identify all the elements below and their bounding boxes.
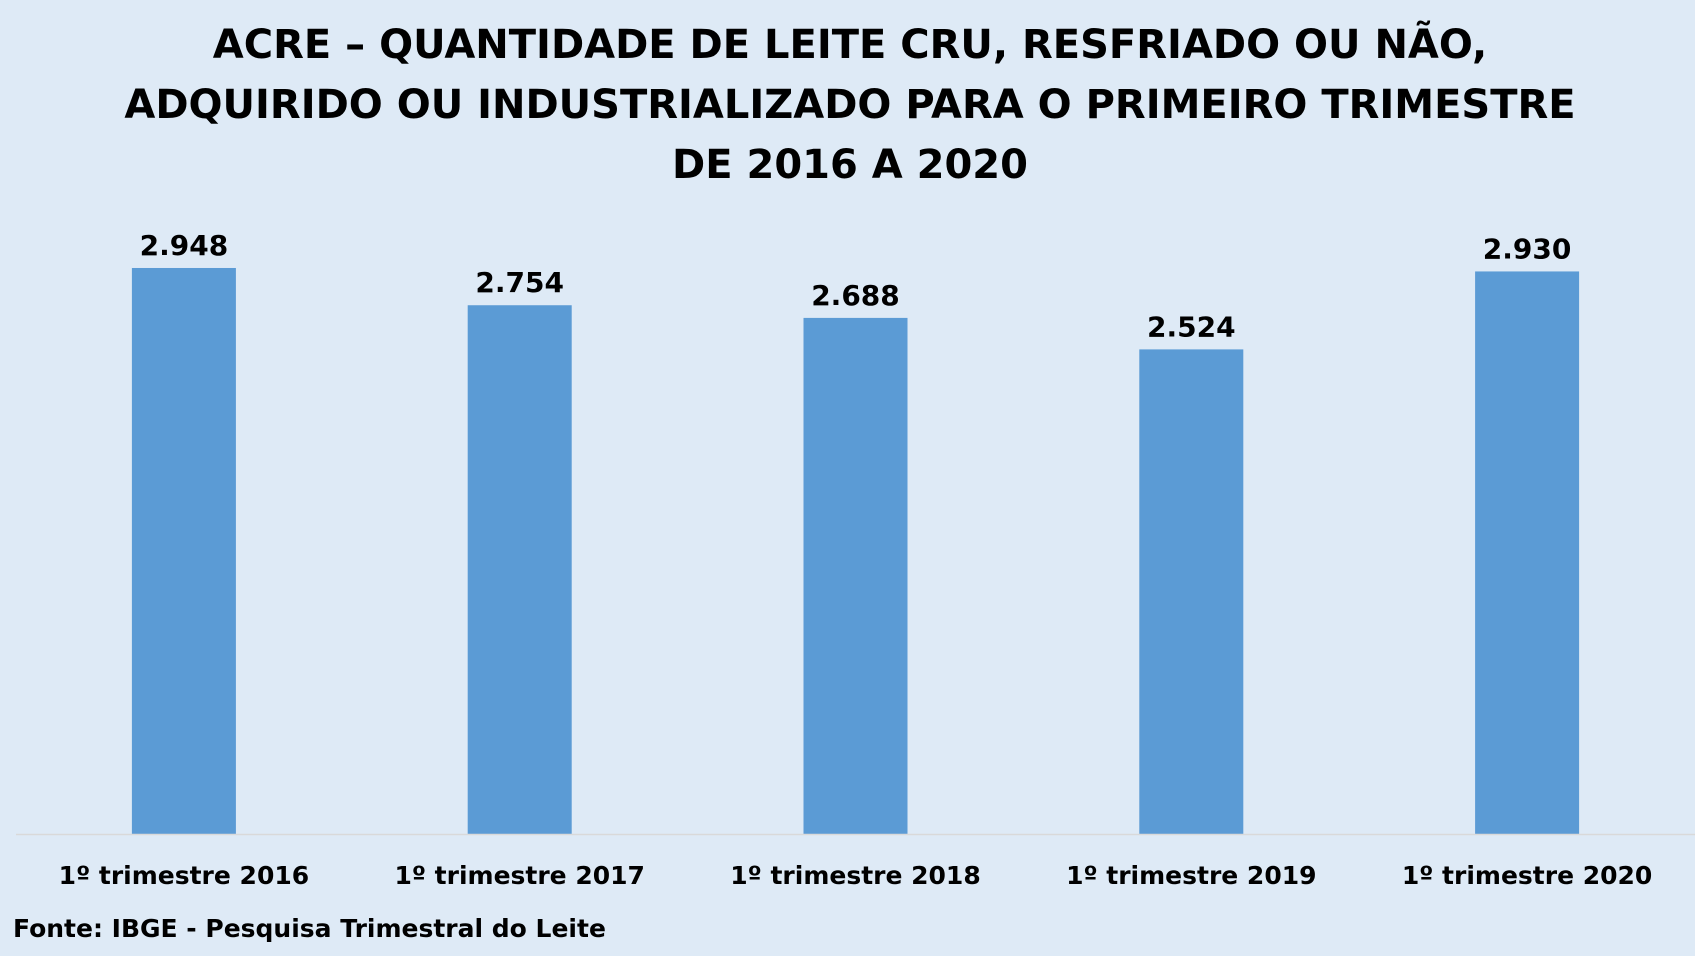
- x-tick-label-5: 1º trimestre 2020: [1402, 861, 1652, 890]
- bar-value-label-5: 2.930: [1483, 232, 1572, 265]
- bar-1: [131, 267, 236, 834]
- bar-value-label-2: 2.754: [475, 266, 564, 299]
- bar-value-label-3: 2.688: [811, 279, 900, 312]
- x-axis-tick-labels: 1º trimestre 2016 1º trimestre 2017 1º tri…: [59, 861, 1653, 890]
- bar-3: [803, 317, 908, 834]
- x-tick-label-4: 1º trimestre 2019: [1066, 861, 1316, 890]
- source-note: Fonte: IBGE - Pesquisa Trimestral do Lei…: [13, 914, 606, 943]
- x-tick-label-3: 1º trimestre 2018: [730, 861, 980, 890]
- chart-title-line-3: DE 2016 A 2020: [672, 142, 1028, 188]
- bars: [131, 267, 1580, 834]
- bar-2: [467, 305, 572, 834]
- x-tick-label-2: 1º trimestre 2017: [394, 861, 644, 890]
- bar-value-labels: 2.948 2.754 2.688 2.524 2.930: [140, 229, 1572, 343]
- x-tick-label-1: 1º trimestre 2016: [59, 861, 309, 890]
- chart-title: ACRE – QUANTIDADE DE LEITE CRU, RESFRIAD…: [124, 19, 1575, 188]
- bar-value-label-1: 2.948: [140, 229, 229, 262]
- bar-4: [1139, 349, 1244, 834]
- bar-value-label-4: 2.524: [1147, 310, 1236, 343]
- chart-title-line-2: ADQUIRIDO OU INDUSTRIALIZADO PARA O PRIM…: [124, 82, 1575, 128]
- bar-5: [1475, 271, 1580, 834]
- chart-title-line-1: ACRE – QUANTIDADE DE LEITE CRU, RESFRIAD…: [213, 19, 1487, 68]
